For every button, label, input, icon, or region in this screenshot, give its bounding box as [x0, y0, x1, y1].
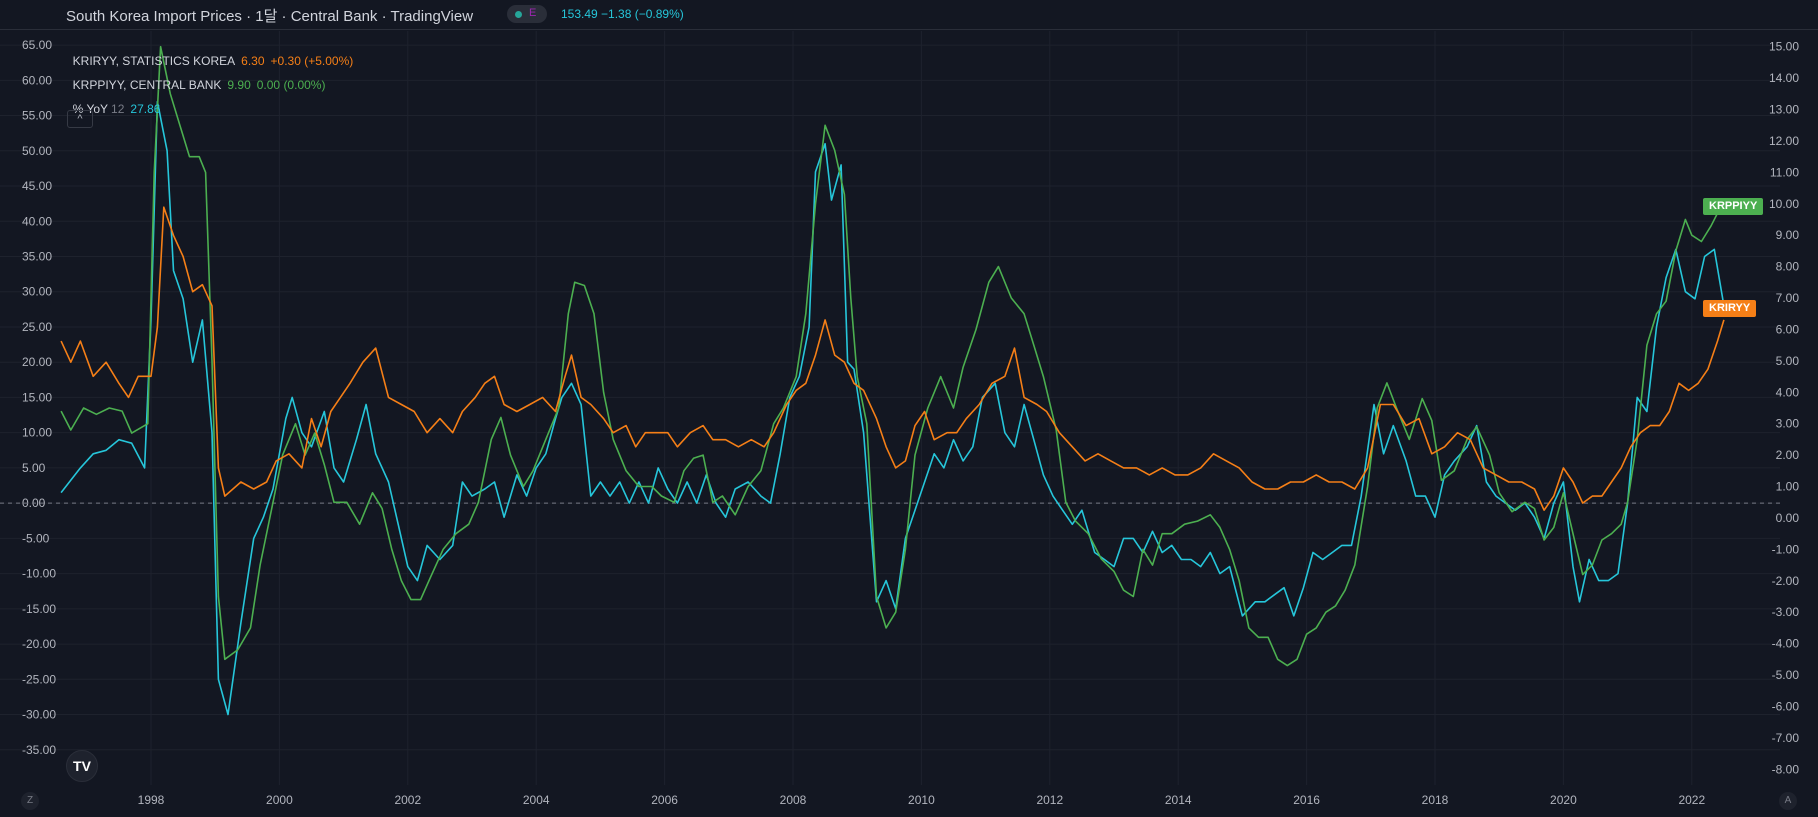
right-axis-tick-label: 9.00 [1776, 228, 1800, 242]
right-axis-tick-label: 13.00 [1769, 103, 1799, 117]
x-tick-label: 2006 [651, 793, 678, 807]
right-axis-tick-label: 8.00 [1776, 260, 1800, 274]
x-tick-label: 2000 [266, 793, 293, 807]
legend-krppi-change: 0.00 (0.00%) [256, 78, 326, 92]
left-axis-tick-label: 20.00 [22, 355, 52, 369]
x-tick-label: 2022 [1678, 793, 1705, 807]
series-line-krppiyy [60, 45, 1722, 667]
right-axis-tick-label: 11.00 [1770, 165, 1799, 179]
market-status-dot [515, 11, 522, 18]
left-axis-tick-label: -5.00 [22, 531, 50, 545]
right-axis-tick-label: 3.00 [1776, 417, 1800, 431]
right-axis-tick-label: 7.00 [1776, 291, 1800, 305]
left-axis-tick-label: 65.00 [22, 38, 52, 52]
left-axis-tick-label: -30.00 [22, 708, 56, 722]
right-axis-tick-label: -8.00 [1772, 762, 1800, 776]
x-tick-label: 2012 [1036, 793, 1063, 807]
x-tick-label: 2016 [1293, 793, 1320, 807]
series-line-kriryy [60, 206, 1725, 511]
tradingview-logo[interactable]: TV [66, 750, 98, 782]
right-axis-tick-label: 15.00 [1769, 40, 1799, 54]
legend-krir[interactable]: KRIRYY, STATISTICS KOREA 6.30 +0.30 (+5.00… [66, 40, 359, 68]
earnings-letter: E [529, 7, 537, 19]
right-axis-tick-label: -3.00 [1772, 605, 1800, 619]
legend-krppi[interactable]: KRPPIYY, CENTRAL BANK 9.90 0.00 (0.00%) [66, 64, 331, 92]
x-tick-label: 2014 [1165, 793, 1192, 807]
x-tick-label: 1998 [138, 793, 165, 807]
left-axis-tick-label: 10.00 [22, 426, 52, 440]
earnings-badge[interactable]: E [507, 5, 547, 23]
last-value-flag-krppiyy: KRPPIYY [1703, 197, 1764, 215]
right-axis-tick-label: -5.00 [1772, 668, 1800, 682]
auto-scale-button[interactable]: A [1779, 792, 1797, 810]
right-axis-tick-label: 2.00 [1776, 448, 1800, 462]
right-axis-tick-label: -6.00 [1772, 699, 1800, 713]
right-axis-tick-label: 4.00 [1776, 385, 1800, 399]
right-axis-tick-label: 5.00 [1776, 354, 1800, 368]
left-axis-tick-label: -35.00 [22, 743, 56, 757]
top-bar: South Korea Import Prices · 1달 · Central… [0, 0, 1818, 30]
legend-yoy-param: 12 [111, 102, 125, 116]
left-axis-tick-label: 30.00 [22, 285, 52, 299]
left-axis-tick-label: 40.00 [22, 214, 52, 228]
x-tick-label: 2002 [394, 793, 421, 807]
left-axis-tick-label: 45.00 [22, 179, 52, 193]
left-axis-tick-label: -20.00 [22, 637, 56, 651]
right-axis-tick-label: -2.00 [1772, 574, 1800, 588]
right-axis-tick-label: 12.00 [1769, 134, 1799, 148]
x-tick-label: 2010 [908, 793, 935, 807]
left-axis-tick-label: 50.00 [22, 144, 52, 158]
collapse-legend-button[interactable]: ^ [67, 110, 93, 128]
x-tick-label: 2004 [523, 793, 550, 807]
left-axis-tick-label: -25.00 [22, 672, 56, 686]
legend-krppi-name: KRPPIYY, CENTRAL BANK [72, 78, 222, 92]
legend-krir-value: 6.30 [241, 54, 265, 68]
right-axis-tick-label: -7.00 [1772, 731, 1800, 745]
left-axis-tick-label: 55.00 [22, 109, 52, 123]
left-axis-tick-label: 35.00 [22, 249, 52, 263]
last-value-flag-kriryy: KRIRYY [1703, 299, 1757, 317]
right-axis-tick-label: 10.00 [1769, 197, 1799, 211]
x-tick-label: 2008 [780, 793, 807, 807]
left-axis-tick-label: 25.00 [22, 320, 52, 334]
x-tick-label: 2018 [1422, 793, 1449, 807]
legend-krppi-value: 9.90 [227, 78, 251, 92]
left-axis-tick-label: 5.00 [22, 461, 46, 475]
legend-krir-name: KRIRYY, STATISTICS KOREA [72, 54, 236, 68]
main-price-readout: 153.49 −1.38 (−0.89%) [561, 7, 684, 21]
right-axis-tick-label: 1.00 [1776, 480, 1800, 494]
legend-krir-change: +0.30 (+5.00%) [270, 54, 354, 68]
right-axis-tick-label: 14.00 [1769, 71, 1799, 85]
right-axis-tick-label: 0.00 [1776, 511, 1800, 525]
timezone-toggle-button[interactable]: Z [21, 792, 39, 810]
left-axis-tick-label: 15.00 [22, 390, 52, 404]
left-axis-tick-label: -15.00 [22, 602, 56, 616]
chart-title: South Korea Import Prices · 1달 · Central… [66, 8, 474, 25]
left-axis-tick-label: -10.00 [22, 567, 56, 581]
right-axis-tick-label: -1.00 [1772, 542, 1800, 556]
right-axis-tick-label: -4.00 [1772, 637, 1800, 651]
legend-yoy-value: 27.86 [130, 102, 161, 116]
left-axis-tick-label: 60.00 [22, 73, 52, 87]
series-line--yoy [60, 100, 1725, 716]
right-axis-tick-label: 6.00 [1776, 322, 1800, 336]
x-tick-label: 2020 [1550, 793, 1577, 807]
